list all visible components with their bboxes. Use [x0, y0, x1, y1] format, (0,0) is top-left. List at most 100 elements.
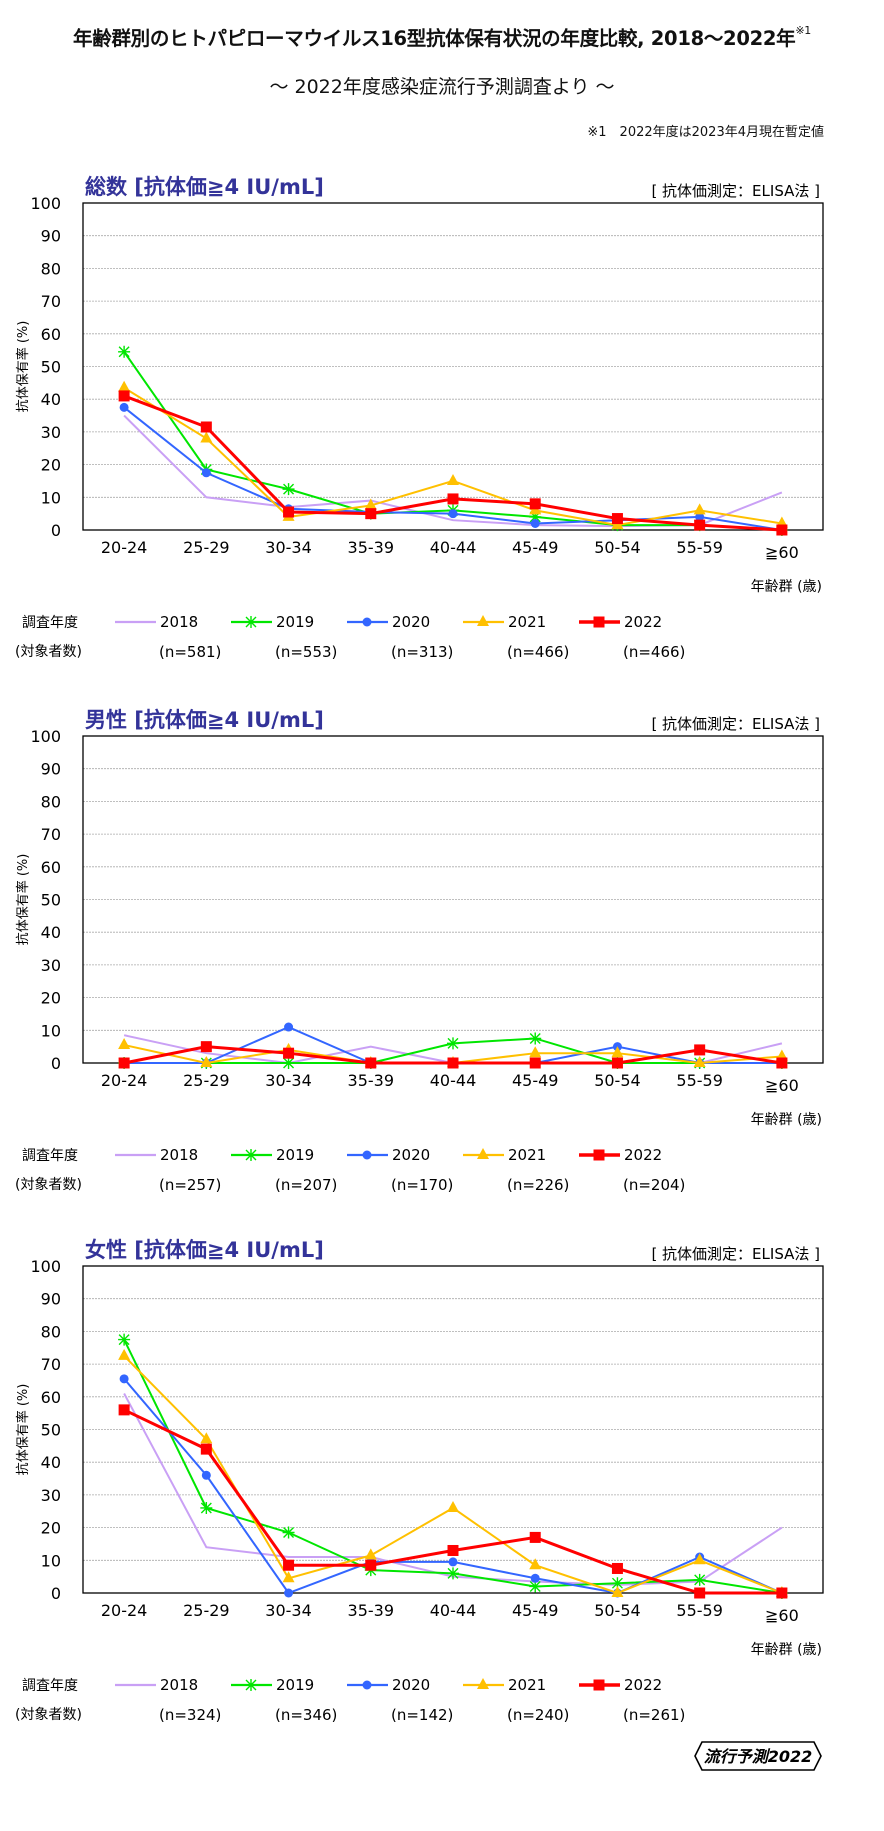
y-tick-label: 60 [41, 858, 61, 877]
x-tick-label: 20-24 [101, 1601, 148, 1620]
y-tick-label: 0 [51, 1054, 61, 1073]
legend-marker [477, 615, 489, 626]
y-tick-label: 10 [41, 1551, 61, 1570]
series-2022 [118, 1041, 788, 1069]
y-tick-label: 100 [30, 194, 61, 213]
data-point [119, 1374, 129, 1384]
y-tick-label: 70 [41, 1355, 61, 1374]
legend-marker [245, 1679, 257, 1691]
y-tick-label: 30 [41, 1486, 61, 1505]
data-point [529, 510, 542, 523]
x-tick-label: 45-49 [512, 1071, 559, 1090]
plot-frame [82, 202, 824, 531]
series-line [123, 1393, 783, 1586]
legend-marker [245, 1149, 257, 1161]
data-point [530, 518, 540, 528]
x-tick-label: 55-59 [676, 1071, 723, 1090]
data-point [530, 1573, 540, 1583]
legend-label: 2022 [624, 1676, 662, 1694]
y-tick-label: 90 [41, 1290, 61, 1309]
legend-marker [362, 1150, 372, 1160]
legend-label: 2020 [392, 613, 430, 631]
legend-n: (n=240) [507, 1706, 569, 1724]
data-point [200, 1501, 213, 1514]
data-point [776, 1587, 788, 1599]
legend-label: 2018 [160, 1146, 198, 1164]
data-point [693, 1573, 706, 1586]
chart-heading: 総数 [抗体価≧4 IU/mL] [85, 175, 324, 199]
data-point [529, 1057, 541, 1069]
x-tick-label: ≧60 [765, 1076, 799, 1095]
y-tick-label: 0 [51, 521, 61, 540]
data-point [447, 493, 459, 505]
y-tick-label: 90 [41, 227, 61, 246]
data-point [529, 1032, 542, 1045]
legend-marker [593, 616, 605, 628]
y-tick-label: 30 [41, 423, 61, 442]
data-point [282, 483, 295, 496]
data-point [695, 512, 705, 522]
legend-marker [245, 616, 257, 628]
legend-title: 調査年度 [22, 1678, 78, 1694]
page-subtitle: ～ 2022年度感染症流行予測調査より ～ [269, 76, 615, 98]
data-point [776, 1057, 788, 1069]
legend-label: 2019 [276, 613, 314, 631]
legend-n: (n=324) [159, 1706, 221, 1724]
data-point [282, 1571, 295, 1583]
data-point [611, 1046, 624, 1058]
data-point [118, 345, 131, 358]
data-point [118, 1333, 131, 1346]
page-title-text: 年齢群別のヒトパピローマウイルス16型抗体保有状況の年度比較, 2018～202… [73, 27, 796, 50]
x-axis-label: 年齢群 (歳) [751, 1642, 822, 1658]
y-tick-label: 40 [41, 923, 61, 942]
legend-n: (n=207) [275, 1176, 337, 1194]
data-point [200, 1443, 212, 1455]
data-point [365, 1057, 377, 1069]
x-tick-label: ≧60 [765, 1606, 799, 1625]
data-point [694, 519, 706, 531]
data-point [693, 1553, 706, 1565]
legend-subtitle: (対象者数) [15, 644, 82, 660]
x-tick-label: 40-44 [430, 1601, 477, 1620]
legend-n: (n=553) [275, 643, 337, 661]
data-point [448, 509, 458, 519]
footnote: ※1 2022年度は2023年4月現在暫定値 [587, 125, 824, 140]
legend-label: 2018 [160, 1676, 198, 1694]
data-point [200, 421, 212, 433]
chart-male: 男性 [抗体価≧4 IU/mL] [ 抗体価測定：ELISA法 ] 0 10 20 30 4… [0, 703, 884, 1203]
x-tick-label: 45-49 [512, 538, 559, 557]
data-point [282, 1057, 295, 1069]
legend-n: (n=466) [623, 643, 685, 661]
y-tick-label: 80 [41, 792, 61, 811]
method-note: [ 抗体価測定：ELISA法 ] [651, 1245, 820, 1263]
data-point [118, 1057, 130, 1069]
data-point [364, 498, 377, 510]
chart-svg: 女性 [抗体価≧4 IU/mL] [ 抗体価測定：ELISA法 ] 0 10 20 30 4… [15, 1238, 824, 1724]
data-point [201, 468, 211, 478]
legend-title: 調査年度 [22, 615, 78, 631]
data-point [283, 506, 295, 518]
y-tick-label: 70 [41, 292, 61, 311]
x-tick-label: 25-29 [183, 538, 230, 557]
y-tick-label: 70 [41, 825, 61, 844]
legend-label: 2022 [624, 1146, 662, 1164]
data-point [118, 1404, 130, 1416]
data-point [118, 390, 130, 402]
series-2018 [123, 1393, 783, 1586]
series-2021 [118, 380, 788, 530]
data-point [447, 1500, 459, 1512]
legend-label: 2019 [276, 1146, 314, 1164]
x-axis-label: 年齢群 (歳) [751, 1112, 822, 1128]
data-point [529, 1531, 541, 1543]
data-point [118, 1038, 131, 1050]
legend-label: 2020 [392, 1676, 430, 1694]
title-footnote-mark: ※1 [795, 23, 811, 37]
y-tick-label: 100 [30, 1257, 61, 1276]
x-tick-label: 50-54 [594, 1601, 641, 1620]
x-tick-label: 40-44 [430, 1071, 477, 1090]
y-axis-label: 抗体保有率 (%) [15, 321, 31, 413]
legend-n: (n=313) [391, 643, 453, 661]
data-point [283, 1559, 295, 1571]
x-tick-label: 35-39 [348, 1601, 395, 1620]
data-point [118, 1348, 131, 1360]
